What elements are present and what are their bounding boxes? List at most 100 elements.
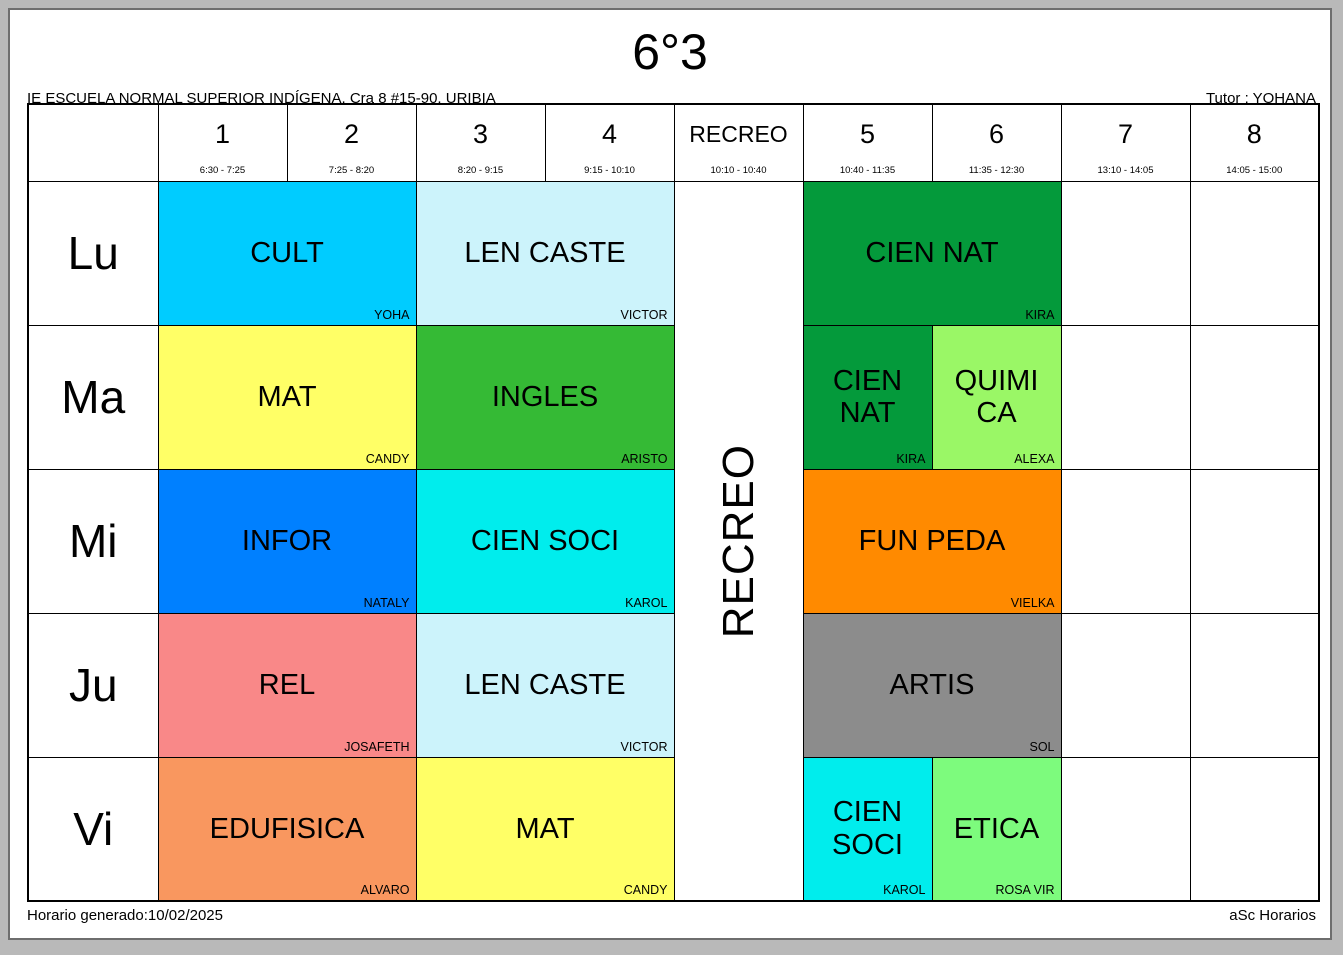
day-row-mi: Mi INFOR NATALY CIEN SOCI KAROL FUN PEDA VIELK… [27, 468, 1320, 614]
subject-label: CIEN NAT [832, 364, 903, 429]
period-number: 4 [601, 118, 618, 149]
period-header-recreo: RECREO 10:10 - 10:40 [673, 103, 804, 182]
period-header-4: 4 9:15 - 10:10 [544, 103, 675, 182]
period-number: RECREO [689, 120, 788, 147]
teacher-label: NATALY [363, 595, 410, 610]
lesson-cell-cien-nat: CIEN NAT KIRA [802, 180, 1062, 326]
subject-label: QUIMI CA [954, 364, 1039, 429]
app-name: aSc Horarios [1229, 907, 1316, 924]
empty-cell [1189, 612, 1320, 758]
period-time: 11:35 - 12:30 [968, 164, 1025, 176]
subject-label: REL [258, 668, 316, 701]
subject-label: CIEN SOCI [470, 524, 620, 557]
subject-label: ETICA [953, 812, 1040, 845]
teacher-label: ROSA VIR [995, 883, 1055, 897]
period-number: 7 [1117, 118, 1134, 149]
teacher-label: SOL [1029, 739, 1055, 754]
teacher-label: CANDY [365, 451, 410, 466]
tutor-name: Tutor : YOHANA [1205, 90, 1316, 107]
period-header-7: 7 13:10 - 14:05 [1060, 103, 1191, 182]
period-time: 8:20 - 9:15 [457, 164, 504, 176]
empty-cell [1189, 180, 1320, 326]
subject-label: EDUFISICA [209, 812, 365, 845]
teacher-label: KAROL [883, 883, 926, 897]
subject-label: CULT [250, 236, 324, 269]
period-number: 2 [343, 118, 360, 149]
period-header-5: 5 10:40 - 11:35 [802, 103, 933, 182]
lesson-cell-fun-peda: FUN PEDA VIELKA [802, 468, 1062, 614]
header-row: 1 6:30 - 7:25 2 7:25 - 8:20 3 8:20 - 9:15 4 9:1… [27, 103, 1320, 182]
lesson-cell-ingles: INGLES ARISTO [415, 324, 675, 470]
day-row-ju: Ju REL JOSAFETH LEN CASTE VICTOR ARTIS SOL [27, 612, 1320, 758]
teacher-label: VICTOR [620, 739, 668, 754]
corner-cell [27, 103, 159, 182]
empty-cell [1060, 612, 1191, 758]
lesson-cell-edufisica: EDUFISICA ALVARO [157, 756, 417, 902]
day-label: Lu [27, 180, 159, 326]
subject-label: CIEN SOCI [832, 796, 903, 861]
empty-cell [1189, 468, 1320, 614]
subject-label: LEN CASTE [464, 236, 626, 269]
teacher-label: ALEXA [1014, 451, 1055, 466]
lesson-cell-cien-soci: CIEN SOCI KAROL [802, 756, 933, 902]
period-time: 13:10 - 14:05 [1097, 164, 1154, 176]
recreo-column: RECREO [673, 180, 804, 902]
lesson-cell-etica: ETICA ROSA VIR [931, 756, 1062, 902]
day-label: Ma [27, 324, 159, 470]
period-number: 3 [472, 118, 489, 149]
teacher-label: KIRA [896, 451, 926, 466]
class-title: 6°3 [632, 24, 708, 80]
subject-label: INFOR [241, 524, 333, 557]
period-time: 9:15 - 10:10 [584, 164, 635, 176]
empty-cell [1189, 324, 1320, 470]
period-header-1: 1 6:30 - 7:25 [157, 103, 288, 182]
teacher-label: VIELKA [1010, 595, 1055, 610]
period-number: 5 [859, 118, 876, 149]
generated-date: Horario generado:10/02/2025 [27, 907, 223, 924]
teacher-label: VICTOR [620, 307, 668, 322]
timetable-grid: 1 6:30 - 7:25 2 7:25 - 8:20 3 8:20 - 9:15 4 9:1… [27, 103, 1320, 902]
subject-label: INGLES [491, 380, 599, 413]
period-time: 6:30 - 7:25 [199, 164, 246, 176]
lesson-cell-cien-nat: CIEN NAT KIRA [802, 324, 933, 470]
period-time: 10:10 - 10:40 [710, 164, 767, 176]
teacher-label: ALVARO [360, 883, 410, 897]
teacher-label: KIRA [1025, 307, 1055, 322]
timetable-page: 6°3 IE ESCUELA NORMAL SUPERIOR INDÍGENA,… [8, 8, 1332, 940]
teacher-label: KAROL [625, 595, 668, 610]
period-time: 14:05 - 15:00 [1226, 164, 1283, 176]
period-header-2: 2 7:25 - 8:20 [286, 103, 417, 182]
period-number: 6 [988, 118, 1005, 149]
teacher-label: JOSAFETH [344, 739, 410, 754]
day-label: Mi [27, 468, 159, 614]
period-number: 1 [214, 118, 231, 149]
recreo-vertical-wrap: RECREO [675, 182, 802, 900]
lesson-cell-cien-soci: CIEN SOCI KAROL [415, 468, 675, 614]
subject-label: ARTIS [889, 668, 975, 701]
lesson-cell-cult: CULT YOHA [157, 180, 417, 326]
empty-cell [1189, 756, 1320, 902]
empty-cell [1060, 468, 1191, 614]
lesson-cell-len-caste: LEN CASTE VICTOR [415, 180, 675, 326]
period-time: 7:25 - 8:20 [328, 164, 375, 176]
teacher-label: ARISTO [621, 451, 668, 466]
empty-cell [1060, 180, 1191, 326]
lesson-cell-quimica: QUIMI CA ALEXA [931, 324, 1062, 470]
subject-label: CIEN NAT [865, 236, 999, 269]
teacher-label: YOHA [374, 307, 410, 322]
day-label: Ju [27, 612, 159, 758]
subject-label: MAT [257, 380, 317, 413]
day-row-ma: Ma MAT CANDY INGLES ARISTO CIEN NAT KIRA QUIMI … [27, 324, 1320, 470]
empty-cell [1060, 756, 1191, 902]
subject-label: FUN PEDA [858, 524, 1006, 557]
school-name: IE ESCUELA NORMAL SUPERIOR INDÍGENA, Cra… [27, 90, 496, 107]
lesson-cell-mat: MAT CANDY [157, 324, 417, 470]
subject-label: LEN CASTE [464, 668, 626, 701]
period-time: 10:40 - 11:35 [839, 164, 896, 176]
teacher-label: CANDY [623, 883, 668, 897]
day-row-vi: Vi EDUFISICA ALVARO MAT CANDY CIEN SOCI KAROL E… [27, 756, 1320, 902]
day-label: Vi [27, 756, 159, 902]
period-header-3: 3 8:20 - 9:15 [415, 103, 546, 182]
lesson-cell-artis: ARTIS SOL [802, 612, 1062, 758]
lesson-cell-len-caste: LEN CASTE VICTOR [415, 612, 675, 758]
